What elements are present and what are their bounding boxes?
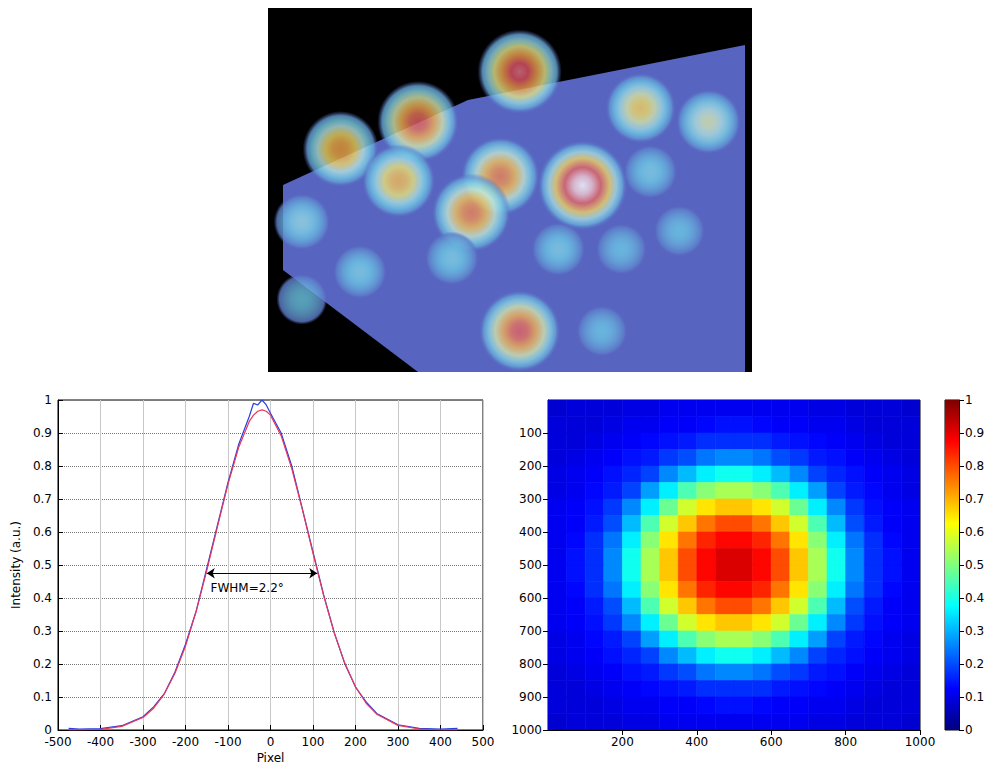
svg-text:0.8: 0.8 — [965, 459, 984, 473]
svg-text:-500: -500 — [44, 735, 71, 749]
svg-text:0.1: 0.1 — [33, 690, 52, 704]
svg-text:500: 500 — [472, 735, 495, 749]
svg-text:100: 100 — [302, 735, 325, 749]
svg-text:800: 800 — [519, 657, 542, 671]
svg-text:400: 400 — [685, 735, 708, 749]
svg-text:0.5: 0.5 — [33, 558, 52, 572]
svg-text:-200: -200 — [172, 735, 199, 749]
svg-text:0.5: 0.5 — [965, 558, 984, 572]
svg-text:0.9: 0.9 — [33, 426, 52, 440]
svg-text:0: 0 — [267, 735, 275, 749]
svg-text:500: 500 — [519, 558, 542, 572]
svg-text:0.8: 0.8 — [33, 459, 52, 473]
svg-text:-300: -300 — [129, 735, 156, 749]
svg-text:-400: -400 — [87, 735, 114, 749]
svg-text:1000: 1000 — [905, 735, 936, 749]
svg-text:1: 1 — [44, 393, 52, 407]
svg-text:FWHM=2.2°: FWHM=2.2° — [210, 581, 283, 595]
svg-text:-100: -100 — [214, 735, 241, 749]
svg-text:900: 900 — [519, 690, 542, 704]
svg-text:300: 300 — [519, 492, 542, 506]
svg-text:0.1: 0.1 — [965, 690, 984, 704]
svg-text:800: 800 — [834, 735, 857, 749]
svg-text:100: 100 — [519, 426, 542, 440]
svg-text:200: 200 — [519, 459, 542, 473]
svg-text:0.9: 0.9 — [965, 426, 984, 440]
svg-text:0.4: 0.4 — [33, 591, 52, 605]
svg-text:300: 300 — [387, 735, 410, 749]
svg-text:200: 200 — [344, 735, 367, 749]
svg-text:1: 1 — [965, 393, 973, 407]
svg-text:1000: 1000 — [511, 723, 542, 737]
svg-text:0.2: 0.2 — [33, 657, 52, 671]
svg-text:0: 0 — [44, 723, 52, 737]
svg-text:0.6: 0.6 — [33, 525, 52, 539]
svg-text:400: 400 — [519, 525, 542, 539]
svg-text:200: 200 — [611, 735, 634, 749]
svg-text:Pixel: Pixel — [257, 751, 285, 765]
svg-text:400: 400 — [429, 735, 452, 749]
svg-text:0.7: 0.7 — [965, 492, 984, 506]
svg-text:0.2: 0.2 — [965, 657, 984, 671]
svg-text:600: 600 — [519, 591, 542, 605]
svg-text:Intensity (a.u.): Intensity (a.u.) — [9, 521, 23, 609]
svg-text:0: 0 — [965, 723, 973, 737]
svg-text:0.6: 0.6 — [965, 525, 984, 539]
svg-text:0.3: 0.3 — [33, 624, 52, 638]
svg-text:0.7: 0.7 — [33, 492, 52, 506]
svg-text:0.3: 0.3 — [965, 624, 984, 638]
svg-text:0.4: 0.4 — [965, 591, 984, 605]
svg-text:700: 700 — [519, 624, 542, 638]
svg-text:600: 600 — [760, 735, 783, 749]
